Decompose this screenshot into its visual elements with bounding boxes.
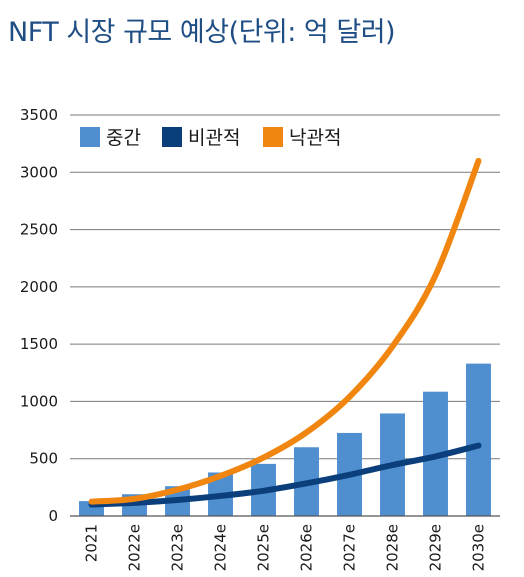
legend-label: 중간: [106, 127, 141, 149]
bar-series: [79, 363, 491, 516]
y-tick-label: 2000: [20, 278, 58, 296]
y-tick-label: 3500: [20, 106, 58, 124]
y-tick-label: 500: [29, 450, 58, 468]
x-tick-labels: 2021 2022e 2023e 2024e 2025e 2026e 2027e 2028e 2…: [83, 524, 488, 571]
series-line: [88, 442, 482, 508]
series-line: [88, 157, 482, 505]
legend: 중간 비관적 낙관적: [80, 127, 341, 149]
y-tick-label: 2500: [20, 221, 58, 239]
x-tick-label: 2021: [83, 524, 101, 562]
x-tick-label: 2026e: [298, 524, 316, 571]
y-tick-label: 3000: [20, 163, 58, 181]
legend-label: 낙관적: [289, 127, 341, 149]
x-tick-label: 2029e: [427, 524, 445, 571]
y-tick-label: 1500: [20, 335, 58, 353]
line-series: [88, 157, 482, 508]
y-tick-label: 0: [48, 507, 58, 525]
bar: [466, 363, 491, 516]
x-tick-label: 2023e: [169, 524, 187, 571]
x-tick-label: 2025e: [255, 524, 273, 571]
y-tick-label: 1000: [20, 392, 58, 410]
legend-swatch: [80, 127, 100, 147]
x-tick-label: 2024e: [212, 524, 230, 571]
y-tick-labels: 0 500 1000 1500 2000 2500 3000 3500: [20, 106, 58, 525]
legend-swatch: [162, 127, 182, 147]
chart-title: NFT 시장 규모 예상(단위: 억 달러): [8, 17, 396, 48]
gridlines: [70, 114, 500, 460]
x-tick-label: 2022e: [126, 524, 144, 571]
x-tick-label: 2027e: [341, 524, 359, 571]
legend-swatch: [263, 127, 283, 147]
x-tick-label: 2030e: [470, 524, 488, 571]
legend-label: 비관적: [188, 127, 240, 149]
x-tick-label: 2028e: [384, 524, 402, 571]
